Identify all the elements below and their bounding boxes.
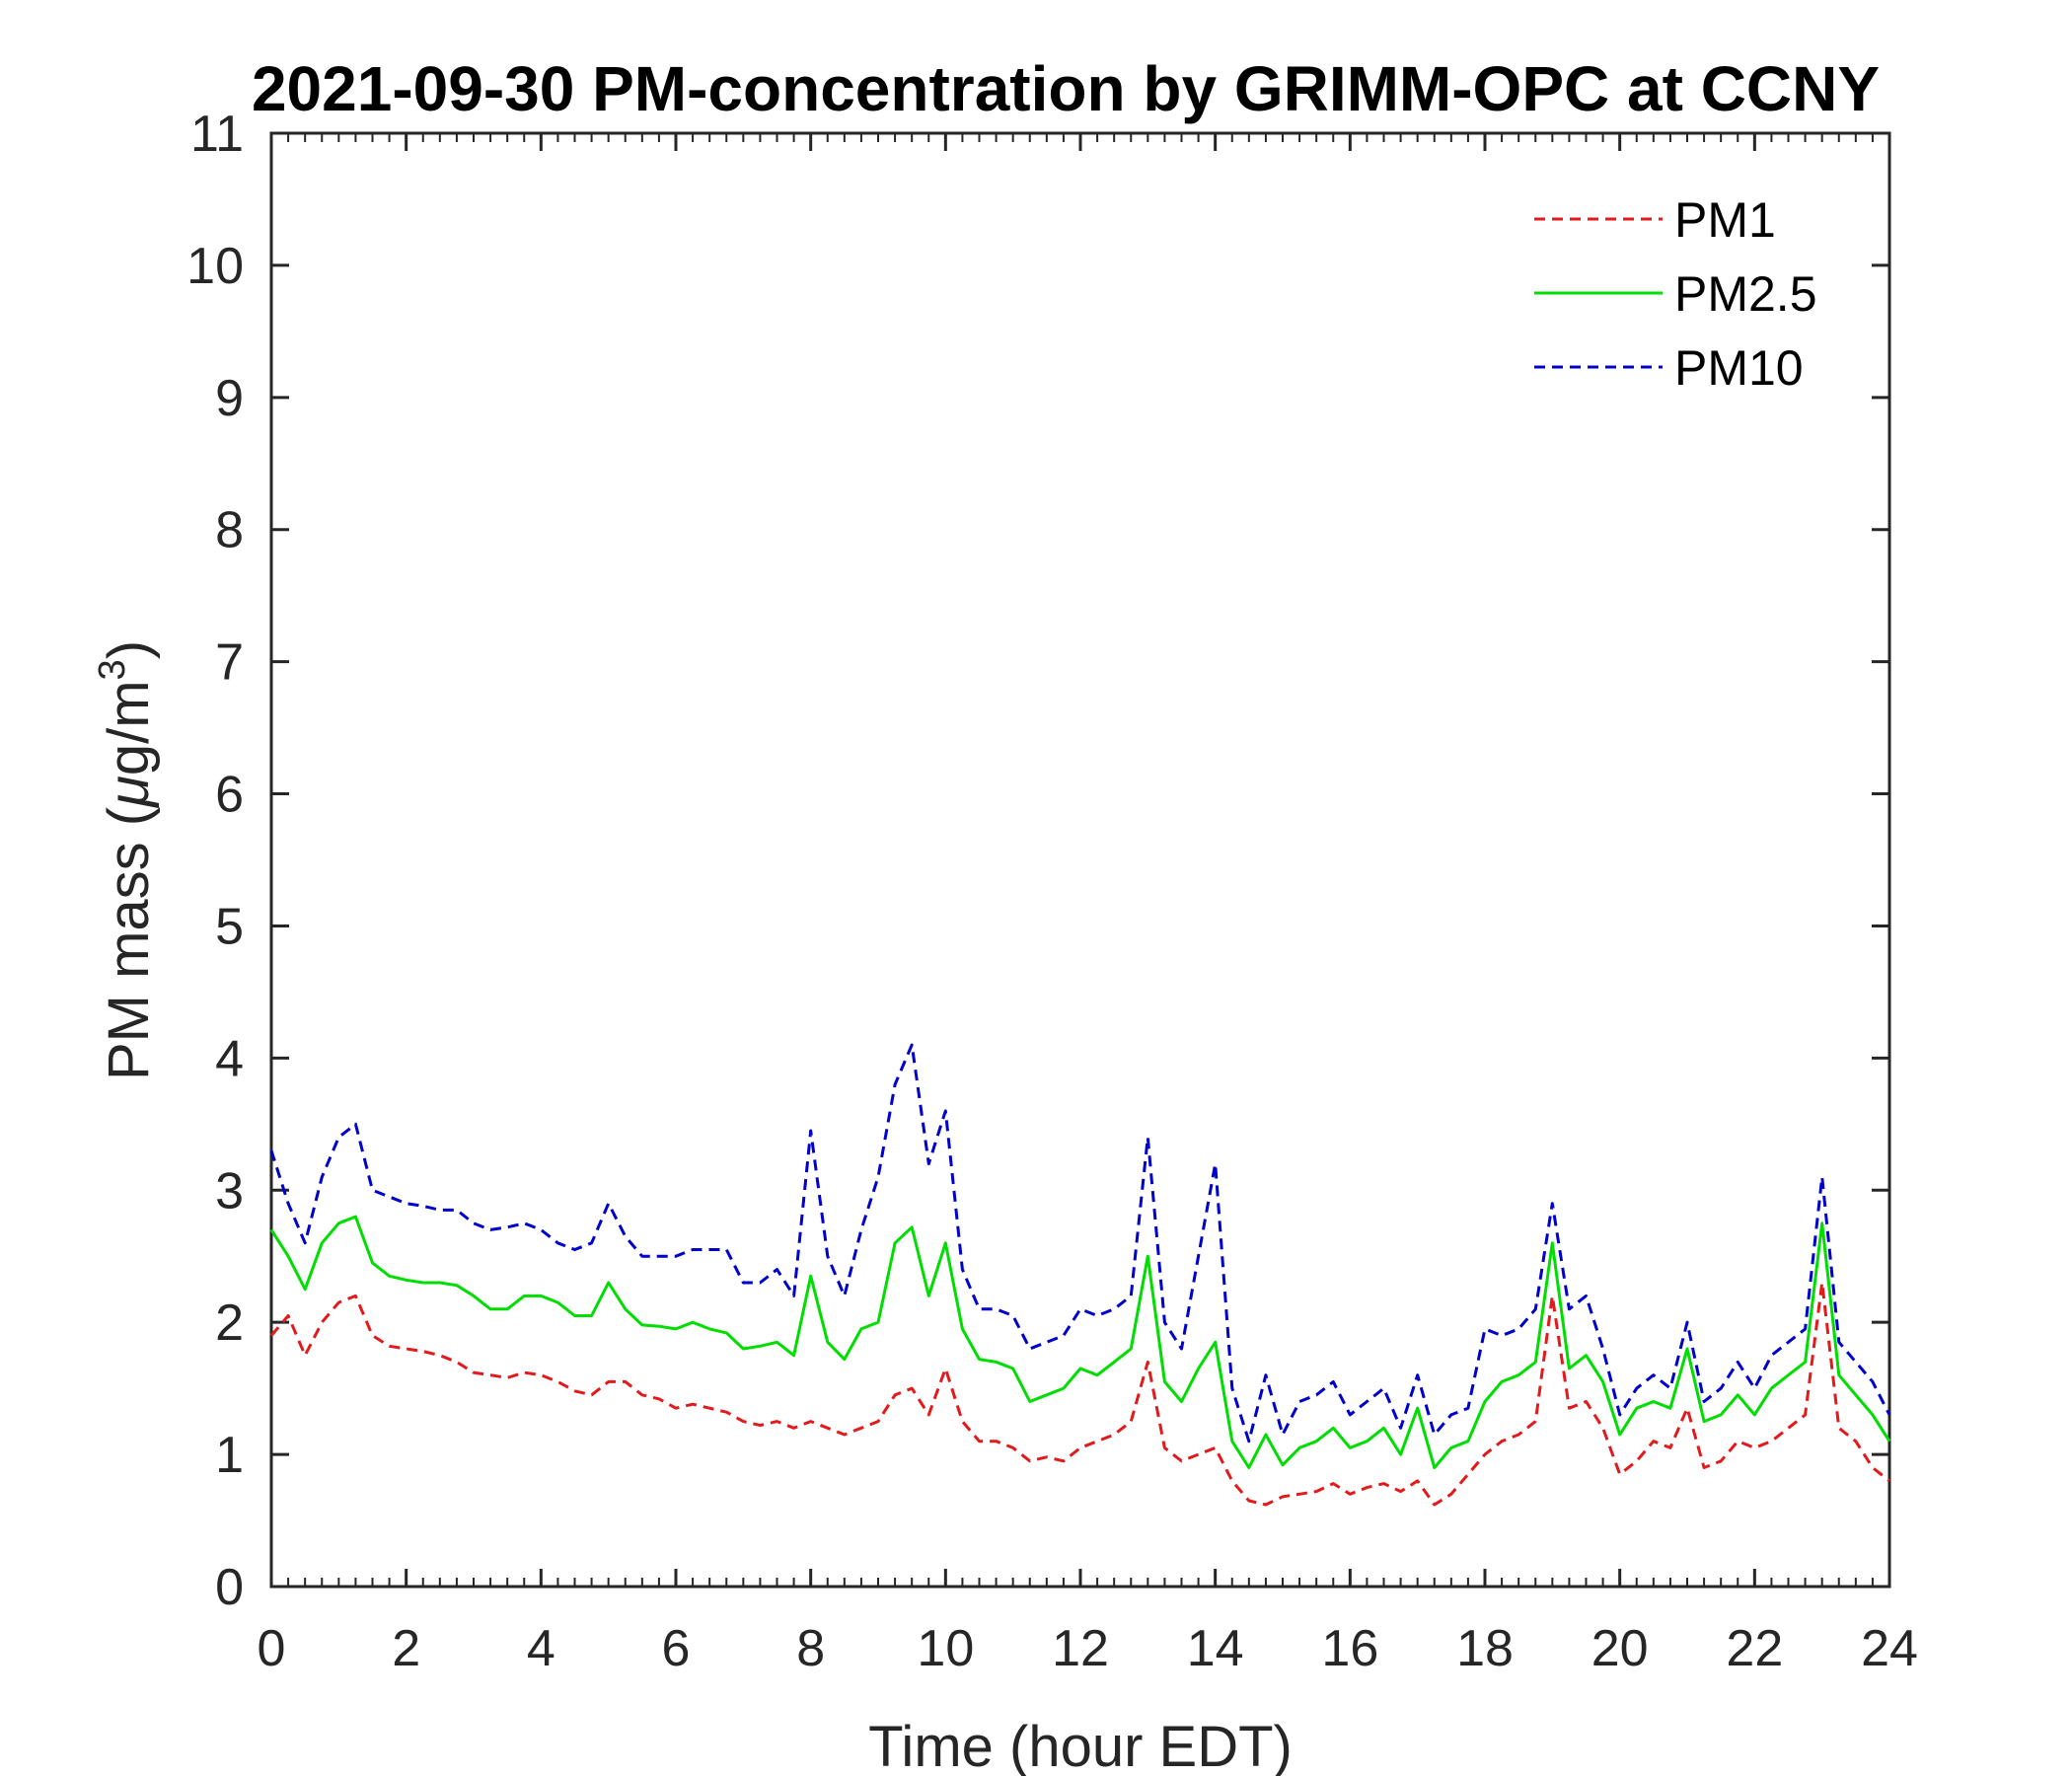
x-tick-label: 16 bbox=[1321, 1620, 1378, 1677]
y-axis-label-sup: 3 bbox=[92, 659, 133, 680]
x-tick-label: 8 bbox=[796, 1620, 825, 1677]
y-axis-label-prefix: PM mass ( bbox=[97, 807, 161, 1080]
y-axis-label-mu: μ bbox=[97, 776, 161, 809]
x-tick-label: 24 bbox=[1861, 1620, 1918, 1677]
x-tick-label: 0 bbox=[258, 1620, 286, 1677]
chart-title: 2021-09-30 PM-concentration by GRIMM-OPC… bbox=[252, 53, 1880, 124]
x-tick-label: 14 bbox=[1187, 1620, 1244, 1677]
x-tick-label: 20 bbox=[1591, 1620, 1649, 1677]
x-tick-label: 4 bbox=[527, 1620, 555, 1677]
y-axis-ticks: 0 1 2 3 4 5 6 7 8 9 10 11 bbox=[186, 106, 1889, 1616]
y-tick-label: 7 bbox=[215, 634, 244, 692]
y-tick-label: 5 bbox=[215, 898, 244, 955]
y-tick-label: 3 bbox=[215, 1162, 244, 1220]
x-tick-label: 10 bbox=[917, 1620, 974, 1677]
x-axis-ticks: 0 2 4 6 8 10 12 14 16 18 20 22 24 bbox=[258, 133, 1918, 1677]
legend: PM1 PM2.5 PM10 bbox=[1534, 192, 1817, 396]
y-axis-label-suffix: ) bbox=[97, 640, 161, 659]
x-tick-label: 12 bbox=[1052, 1620, 1109, 1677]
y-axis-label: PM mass (μg/m3) bbox=[92, 640, 161, 1080]
y-tick-label: 8 bbox=[215, 502, 244, 559]
y-tick-label: 10 bbox=[186, 238, 244, 295]
legend-label-pm2-5: PM2.5 bbox=[1674, 266, 1817, 322]
legend-label-pm10: PM10 bbox=[1674, 340, 1804, 396]
x-tick-label: 6 bbox=[662, 1620, 691, 1677]
series-lines bbox=[269, 1043, 1891, 1507]
series-line-pm10 bbox=[269, 1043, 1891, 1443]
x-tick-label: 22 bbox=[1726, 1620, 1783, 1677]
series-line-pm1 bbox=[269, 1281, 1890, 1507]
y-tick-label: 4 bbox=[215, 1030, 244, 1087]
y-axis-label-unit: g/m bbox=[97, 680, 161, 776]
y-tick-label: 11 bbox=[190, 106, 244, 163]
y-tick-label: 1 bbox=[215, 1427, 244, 1484]
y-tick-label: 6 bbox=[215, 767, 244, 824]
y-tick-label: 2 bbox=[215, 1295, 244, 1352]
x-tick-label: 18 bbox=[1456, 1620, 1514, 1677]
y-tick-label: 0 bbox=[215, 1559, 244, 1616]
x-tick-label: 2 bbox=[392, 1620, 420, 1677]
x-axis-label: Time (hour EDT) bbox=[868, 1715, 1293, 1776]
series-line-pm2-5 bbox=[269, 1215, 1891, 1469]
legend-label-pm1: PM1 bbox=[1674, 192, 1776, 248]
y-tick-label: 9 bbox=[215, 370, 244, 427]
